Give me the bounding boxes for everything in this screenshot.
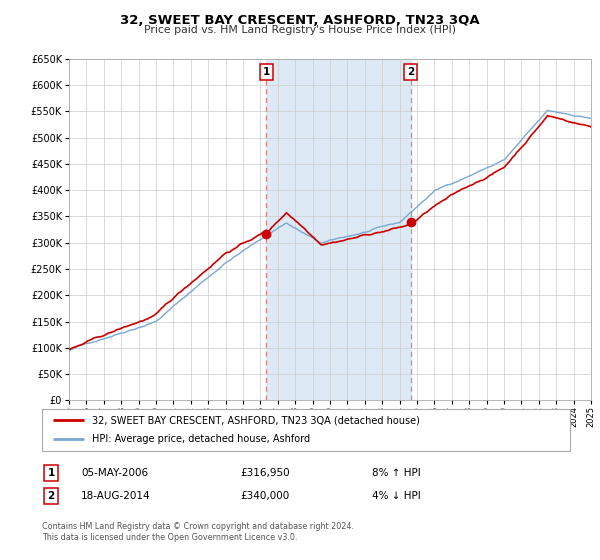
Text: 4% ↓ HPI: 4% ↓ HPI [372, 491, 421, 501]
Text: 32, SWEET BAY CRESCENT, ASHFORD, TN23 3QA (detached house): 32, SWEET BAY CRESCENT, ASHFORD, TN23 3Q… [92, 415, 420, 425]
Text: 1: 1 [47, 468, 55, 478]
Text: 1: 1 [263, 67, 270, 77]
FancyBboxPatch shape [42, 409, 570, 451]
Text: £316,950: £316,950 [240, 468, 290, 478]
Bar [266, 59, 410, 400]
Text: 2: 2 [407, 67, 414, 77]
Text: Contains HM Land Registry data © Crown copyright and database right 2024.: Contains HM Land Registry data © Crown c… [42, 522, 354, 531]
Text: 18-AUG-2014: 18-AUG-2014 [81, 491, 151, 501]
Text: This data is licensed under the Open Government Licence v3.0.: This data is licensed under the Open Gov… [42, 533, 298, 542]
Text: HPI: Average price, detached house, Ashford: HPI: Average price, detached house, Ashf… [92, 435, 310, 445]
Text: 8% ↑ HPI: 8% ↑ HPI [372, 468, 421, 478]
Text: £340,000: £340,000 [240, 491, 289, 501]
Text: 05-MAY-2006: 05-MAY-2006 [81, 468, 148, 478]
Text: Price paid vs. HM Land Registry's House Price Index (HPI): Price paid vs. HM Land Registry's House … [144, 25, 456, 35]
Text: 32, SWEET BAY CRESCENT, ASHFORD, TN23 3QA: 32, SWEET BAY CRESCENT, ASHFORD, TN23 3Q… [120, 14, 480, 27]
Text: 2: 2 [47, 491, 55, 501]
